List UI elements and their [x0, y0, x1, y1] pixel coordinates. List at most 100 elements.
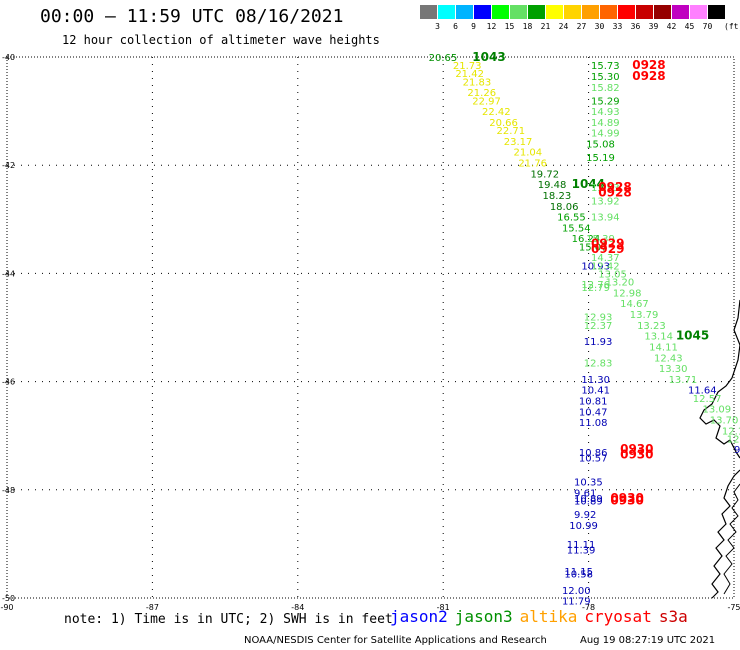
wave-height-label: 12.93: [584, 313, 613, 324]
wave-height-label: 11.30: [581, 375, 610, 386]
wave-height-label: 10.99: [569, 521, 598, 532]
wave-height-label: 13.93: [591, 183, 620, 194]
color-swatch: [690, 5, 707, 19]
wave-height-label: 15.07: [579, 242, 608, 253]
wave-height-label: 13.30: [659, 364, 688, 375]
wave-height-label: 19.48: [538, 180, 567, 191]
color-swatch: [582, 5, 599, 19]
wave-height-label: 19.72: [530, 169, 559, 180]
wave-height-label: 12.79: [581, 283, 610, 294]
color-scale-label: 9: [471, 22, 476, 31]
lon-axis-label: -84: [291, 603, 304, 612]
wave-height-label: 9.92: [574, 510, 596, 521]
wave-height-label: 10.35: [574, 478, 603, 489]
wave-height-label: 12.83: [584, 359, 613, 370]
color-swatch: [492, 5, 509, 19]
lat-axis-label: -42: [2, 161, 15, 170]
color-swatch: [438, 5, 455, 19]
color-scale-label: 45: [684, 22, 695, 31]
lon-axis-label: -90: [0, 603, 13, 612]
wave-height-label: 14.93: [591, 107, 620, 118]
wave-height-label: 13.14: [644, 332, 673, 343]
color-swatch: [636, 5, 653, 19]
wave-height-label: 12.: [727, 434, 740, 445]
color-scale-label: 6: [453, 22, 458, 31]
wave-height-label: 21.04: [513, 148, 542, 159]
coastline-south: [711, 469, 740, 599]
generated-timestamp: Aug 19 08:27:19 UTC 2021: [580, 635, 716, 646]
wave-height-label: 11.11: [567, 540, 596, 551]
color-scale-label: 21: [540, 22, 551, 31]
pass-time-label: 0928: [598, 180, 631, 194]
pass-time-label: 0928: [598, 185, 631, 199]
wave-height-label: 22.42: [482, 107, 511, 118]
wave-height-label: 12.43: [654, 353, 683, 364]
lat-axis-label: -40: [2, 53, 15, 62]
wave-height-label: 14.99: [591, 129, 620, 140]
footer-note: note: 1) Time is in UTC; 2) SWH is in fe…: [64, 612, 393, 627]
lon-axis-label: -87: [146, 603, 159, 612]
coastline-islands: [723, 483, 740, 595]
color-swatch: [600, 5, 617, 19]
color-scale-label: 18: [522, 22, 533, 31]
wave-height-label: 21.83: [463, 77, 492, 88]
lat-axis-label: -48: [2, 486, 15, 495]
wave-height-label: 13.20: [606, 278, 635, 289]
color-swatch: [546, 5, 563, 19]
wave-height-label: 10.41: [581, 386, 610, 397]
pass-time-label: 0928: [632, 69, 665, 83]
color-scale-label: 39: [648, 22, 659, 31]
wave-height-label: 13.71: [669, 375, 698, 386]
pass-time-label: 1043: [472, 50, 505, 64]
wave-height-label: 15.19: [586, 153, 615, 164]
lon-axis-label: -75: [727, 603, 740, 612]
wave-height-label: 22.71: [497, 126, 526, 137]
color-scale-label: 3: [435, 22, 440, 31]
wave-height-label: 15.29: [591, 96, 620, 107]
wave-height-label: 9.47: [734, 445, 740, 456]
color-scale-label: 70: [702, 22, 713, 31]
wave-height-label: 10.58: [564, 570, 593, 581]
wave-height-label: 15.08: [586, 140, 615, 151]
wave-height-label: 12.00: [562, 586, 591, 597]
color-scale-label: 12: [486, 22, 497, 31]
wave-height-label: 15.30: [591, 72, 620, 83]
wave-height-label: 11.15: [564, 567, 593, 578]
color-scale-unit: (ft): [724, 22, 740, 31]
color-scale-label: 36: [630, 22, 641, 31]
wave-height-label: 14.37: [591, 253, 620, 264]
color-swatch: [510, 5, 527, 19]
wave-height-label: 12.98: [613, 288, 642, 299]
wave-height-label: 10.47: [579, 407, 608, 418]
wave-height-label: 10.89: [574, 494, 603, 505]
wave-height-label: 13.79: [630, 310, 659, 321]
wave-height-label: 15.54: [562, 223, 591, 234]
wave-height-label: 10.81: [579, 397, 608, 408]
wave-height-label: 20.65: [429, 53, 458, 64]
wave-height-label: 10.57: [579, 453, 608, 464]
wave-height-label: 13.23: [637, 321, 666, 332]
wave-height-label: 14.11: [649, 342, 678, 353]
map-frame: [6, 56, 735, 599]
wave-height-label: 10.93: [581, 261, 610, 272]
pass-time-label: 0929: [591, 242, 624, 256]
color-scale-label: 42: [666, 22, 677, 31]
satellite-legend-s3a: s3a: [658, 607, 688, 626]
coastline-north: [699, 299, 740, 459]
wave-height-label: 21.76: [518, 158, 547, 169]
satellite-legend-altika: altika: [519, 607, 578, 626]
wave-height-label: 13.09: [702, 405, 731, 416]
lon-axis-label: -78: [582, 603, 595, 612]
wave-height-label: 18.06: [550, 202, 579, 213]
color-swatch: [708, 5, 725, 19]
color-scale-label: 15: [504, 22, 515, 31]
page-title: 00:00 – 11:59 UTC 08/16/2021: [40, 6, 344, 27]
wave-height-label: 11.08: [579, 418, 608, 429]
wave-height-label: 12.76: [581, 280, 610, 291]
satellite-legend-jason2: jason2: [390, 607, 448, 626]
wave-height-label: 16.55: [557, 213, 586, 224]
wave-height-label: 11.39: [567, 545, 596, 556]
wave-height-label: 9.61: [574, 489, 596, 500]
